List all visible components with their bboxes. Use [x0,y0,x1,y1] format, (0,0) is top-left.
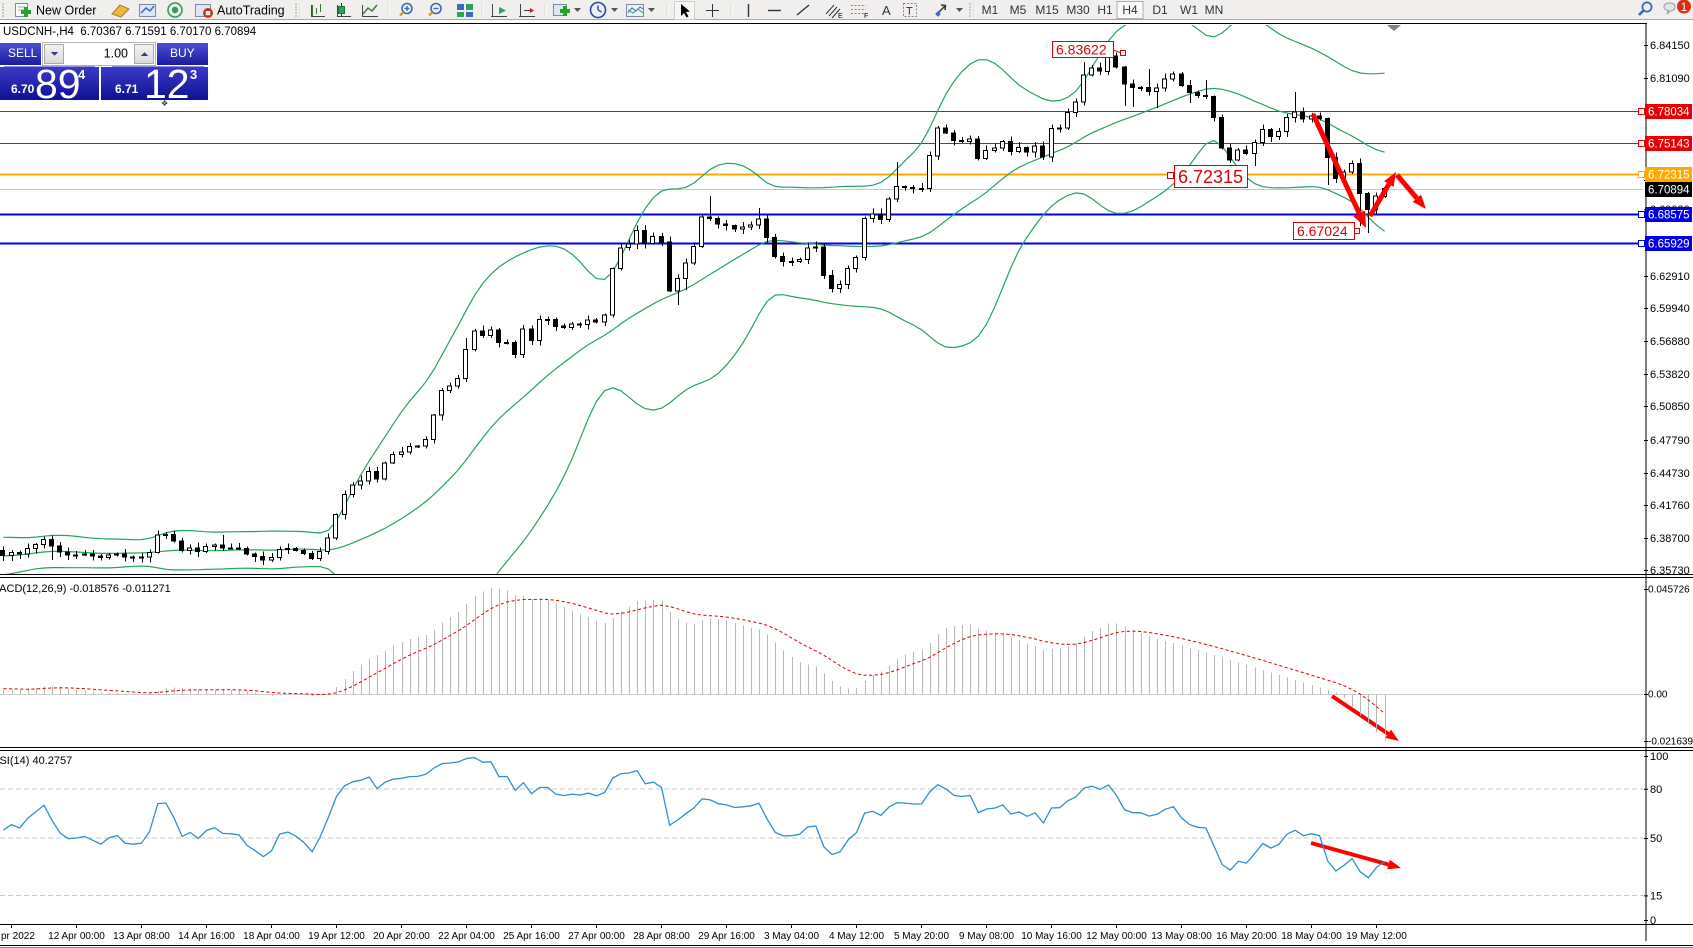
svg-text:6.70: 6.70 [11,82,35,96]
svg-text:E: E [838,13,843,20]
svg-text:A: A [882,3,891,18]
svg-text:22 Apr 04:00: 22 Apr 04:00 [438,931,495,942]
svg-text:6.67024: 6.67024 [1297,223,1348,239]
svg-text:M1: M1 [982,3,999,17]
svg-text:6.59940: 6.59940 [1650,303,1690,315]
svg-text:6.68575: 6.68575 [1648,210,1690,222]
svg-text:0: 0 [1650,915,1656,927]
svg-text:RSI(14) 40.2757: RSI(14) 40.2757 [0,755,72,767]
svg-text:1: 1 [1681,2,1687,14]
svg-text:12 Apr 00:00: 12 Apr 00:00 [48,931,105,942]
svg-text:4 May 12:00: 4 May 12:00 [829,931,884,942]
svg-text:18 Apr 04:00: 18 Apr 04:00 [243,931,300,942]
svg-text:6.56880: 6.56880 [1650,336,1690,348]
svg-text:4: 4 [78,67,86,82]
svg-text:-0.021639: -0.021639 [1648,737,1693,748]
svg-text:6.78034: 6.78034 [1648,107,1690,119]
svg-text:29 Apr 16:00: 29 Apr 16:00 [698,931,755,942]
svg-text:28 Apr 08:00: 28 Apr 08:00 [633,931,690,942]
svg-text:6.72315: 6.72315 [1178,167,1243,187]
svg-text:USDCNH-,H4 6.70367 6.71591 6.: USDCNH-,H4 6.70367 6.71591 6.70170 6.708… [3,26,257,38]
svg-text:T: T [906,6,913,18]
svg-text:New Order: New Order [36,4,96,18]
svg-text:6.84150: 6.84150 [1650,40,1690,52]
svg-text:80: 80 [1650,784,1662,796]
svg-text:❖: ❖ [161,99,168,108]
svg-text:12 May 00:00: 12 May 00:00 [1086,931,1147,942]
svg-text:25 Apr 16:00: 25 Apr 16:00 [503,931,560,942]
svg-text:20 Apr 20:00: 20 Apr 20:00 [373,931,430,942]
svg-text:14 Apr 16:00: 14 Apr 16:00 [178,931,235,942]
svg-text:6.47790: 6.47790 [1650,435,1690,447]
svg-text:M30: M30 [1066,3,1090,17]
svg-text:3: 3 [190,67,197,82]
svg-text:6.38700: 6.38700 [1650,533,1690,545]
svg-text:6.75143: 6.75143 [1648,139,1690,151]
svg-text:6.41760: 6.41760 [1650,500,1690,512]
svg-text:W1: W1 [1180,3,1198,17]
svg-text:MN: MN [1205,3,1224,17]
svg-text:10 May 16:00: 10 May 16:00 [1021,931,1082,942]
svg-text:6.70894: 6.70894 [1648,185,1690,197]
svg-text:pr 2022: pr 2022 [1,931,35,942]
svg-text:9 May 08:00: 9 May 08:00 [959,931,1014,942]
svg-text:6.62910: 6.62910 [1650,271,1690,283]
svg-text:6.53820: 6.53820 [1650,369,1690,381]
svg-text:16 May 20:00: 16 May 20:00 [1216,931,1277,942]
svg-text:5 May 20:00: 5 May 20:00 [894,931,949,942]
svg-text:0.00: 0.00 [1648,690,1668,701]
svg-text:19 Apr 12:00: 19 Apr 12:00 [308,931,365,942]
svg-text:BUY: BUY [170,46,195,60]
svg-text:6.50850: 6.50850 [1650,401,1690,413]
svg-text:MACD(12,26,9) -0.018576 -0.011: MACD(12,26,9) -0.018576 -0.011271 [0,583,171,595]
svg-text:13 May 08:00: 13 May 08:00 [1151,931,1212,942]
svg-text:100: 100 [1650,751,1668,763]
svg-text:SELL: SELL [8,46,38,60]
svg-text:19 May 12:00: 19 May 12:00 [1346,931,1407,942]
svg-text:D1: D1 [1152,3,1168,17]
svg-text:6.35730: 6.35730 [1650,565,1690,577]
svg-text:6.83622: 6.83622 [1056,42,1107,58]
svg-text:1.00: 1.00 [104,47,128,61]
svg-text:50: 50 [1650,833,1662,845]
svg-text:M15: M15 [1035,3,1059,17]
svg-text:13 Apr 08:00: 13 Apr 08:00 [113,931,170,942]
svg-text:AutoTrading: AutoTrading [217,4,285,18]
svg-text:89: 89 [35,61,81,107]
svg-text:H4: H4 [1122,3,1138,17]
svg-text:F: F [864,13,868,20]
svg-text:M5: M5 [1010,3,1027,17]
svg-text:27 Apr 00:00: 27 Apr 00:00 [568,931,625,942]
svg-text:18 May 04:00: 18 May 04:00 [1281,931,1342,942]
svg-text:6.65929: 6.65929 [1648,239,1690,251]
svg-text:6.44730: 6.44730 [1650,468,1690,480]
svg-text:0.045726: 0.045726 [1648,585,1690,596]
svg-text:12: 12 [144,61,190,107]
svg-text:6.71: 6.71 [115,82,139,96]
svg-text:6.72315: 6.72315 [1648,170,1690,182]
svg-text:H1: H1 [1097,3,1113,17]
svg-text:3 May 04:00: 3 May 04:00 [764,931,819,942]
svg-text:6.81090: 6.81090 [1650,73,1690,85]
svg-text:15: 15 [1650,890,1662,902]
